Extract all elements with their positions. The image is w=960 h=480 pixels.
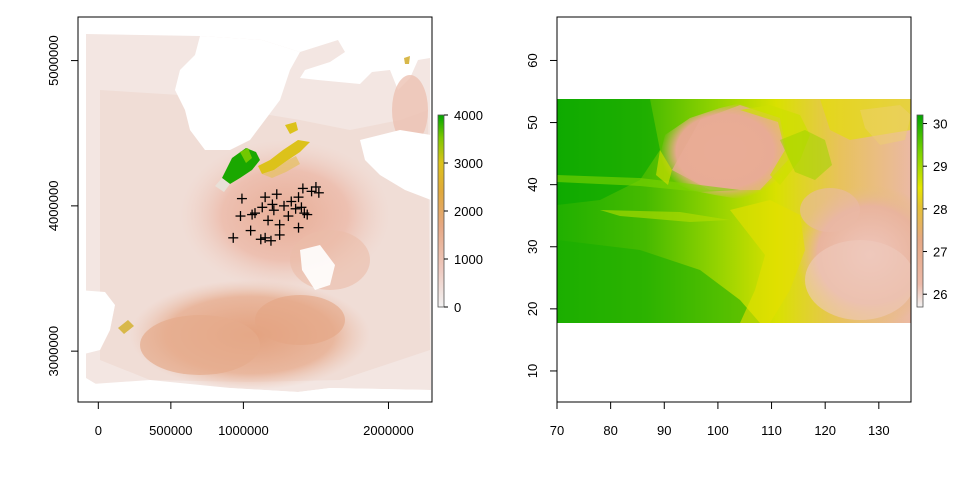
color-legend: 26 27 28 29 30: [916, 114, 947, 308]
site-marker: [236, 193, 247, 204]
color-legend: 0 1000 2000 3000 4000: [437, 108, 483, 315]
legend-tick-label: 0: [454, 300, 461, 315]
site-marker: [260, 192, 271, 203]
site-marker: [297, 183, 308, 194]
legend-tick-label: 29: [933, 159, 947, 174]
x-tick-label: 500000: [149, 423, 192, 438]
legend-tick-label: 3000: [454, 156, 483, 171]
x-axis: 0 500000 1000000 2000000: [95, 401, 414, 438]
y-tick-label: 4000000: [46, 181, 61, 232]
climate-map-panel: 70 80 90 100 110 120 130 10 20 30 40 50 60 26 27 28 29…: [525, 16, 947, 438]
x-tick-label: 90: [657, 423, 671, 438]
y-tick-label: 5000000: [46, 35, 61, 86]
site-marker: [302, 209, 313, 220]
x-tick-label: 100: [707, 423, 729, 438]
site-marker: [245, 225, 256, 236]
site-marker: [310, 181, 321, 192]
site-marker: [286, 196, 297, 207]
y-tick-label: 50: [525, 115, 540, 129]
legend-tick-label: 4000: [454, 108, 483, 123]
legend-tick-label: 2000: [454, 204, 483, 219]
y-tick-label: 40: [525, 177, 540, 191]
x-tick-label: 80: [603, 423, 617, 438]
site-marker: [255, 234, 266, 245]
site-marker: [271, 189, 282, 200]
y-tick-label: 10: [525, 364, 540, 378]
site-marker: [293, 192, 304, 203]
site-marker: [283, 211, 294, 222]
site-marker: [293, 222, 304, 233]
x-tick-label: 2000000: [363, 423, 414, 438]
site-marker: [296, 202, 307, 213]
x-tick-label: 120: [814, 423, 836, 438]
elevation-raster: [78, 34, 431, 402]
x-tick-label: 0: [95, 423, 102, 438]
site-marker: [274, 229, 285, 240]
y-tick-label: 3000000: [46, 326, 61, 377]
legend-tick-label: 28: [933, 202, 947, 217]
y-tick-label: 20: [525, 302, 540, 316]
x-tick-label: 1000000: [218, 423, 269, 438]
x-tick-label: 70: [550, 423, 564, 438]
site-marker: [290, 203, 301, 214]
color-scale-bar: [916, 114, 924, 308]
y-tick-label: 30: [525, 240, 540, 254]
site-marker: [228, 232, 239, 243]
color-scale-bar: [437, 114, 445, 308]
site-marker: [268, 205, 279, 216]
site-marker: [235, 211, 246, 222]
elevation-map-panel: 0 500000 1000000 2000000 3000000 4000000 5000…: [46, 16, 483, 438]
legend-tick-label: 30: [933, 117, 947, 132]
site-marker: [265, 235, 276, 246]
site-markers: [228, 181, 324, 246]
site-marker: [260, 232, 271, 243]
site-marker: [263, 215, 274, 226]
legend-tick-label: 27: [933, 245, 947, 260]
site-marker: [279, 200, 290, 211]
site-marker: [267, 199, 278, 210]
site-marker: [274, 219, 285, 230]
site-marker: [247, 209, 258, 220]
y-axis: 10 20 30 40 50 60: [525, 53, 558, 378]
x-tick-label: 130: [868, 423, 890, 438]
legend-tick-label: 1000: [454, 252, 483, 267]
legend-tick-label: 26: [933, 287, 947, 302]
y-axis: 3000000 4000000 5000000: [46, 35, 79, 377]
site-marker: [257, 202, 268, 213]
climate-raster: [557, 99, 911, 323]
x-tick-label: 110: [761, 423, 782, 438]
site-marker: [306, 186, 317, 197]
site-marker: [313, 187, 324, 198]
y-tick-label: 60: [525, 53, 540, 67]
x-axis: 70 80 90 100 110 120 130: [550, 401, 890, 438]
